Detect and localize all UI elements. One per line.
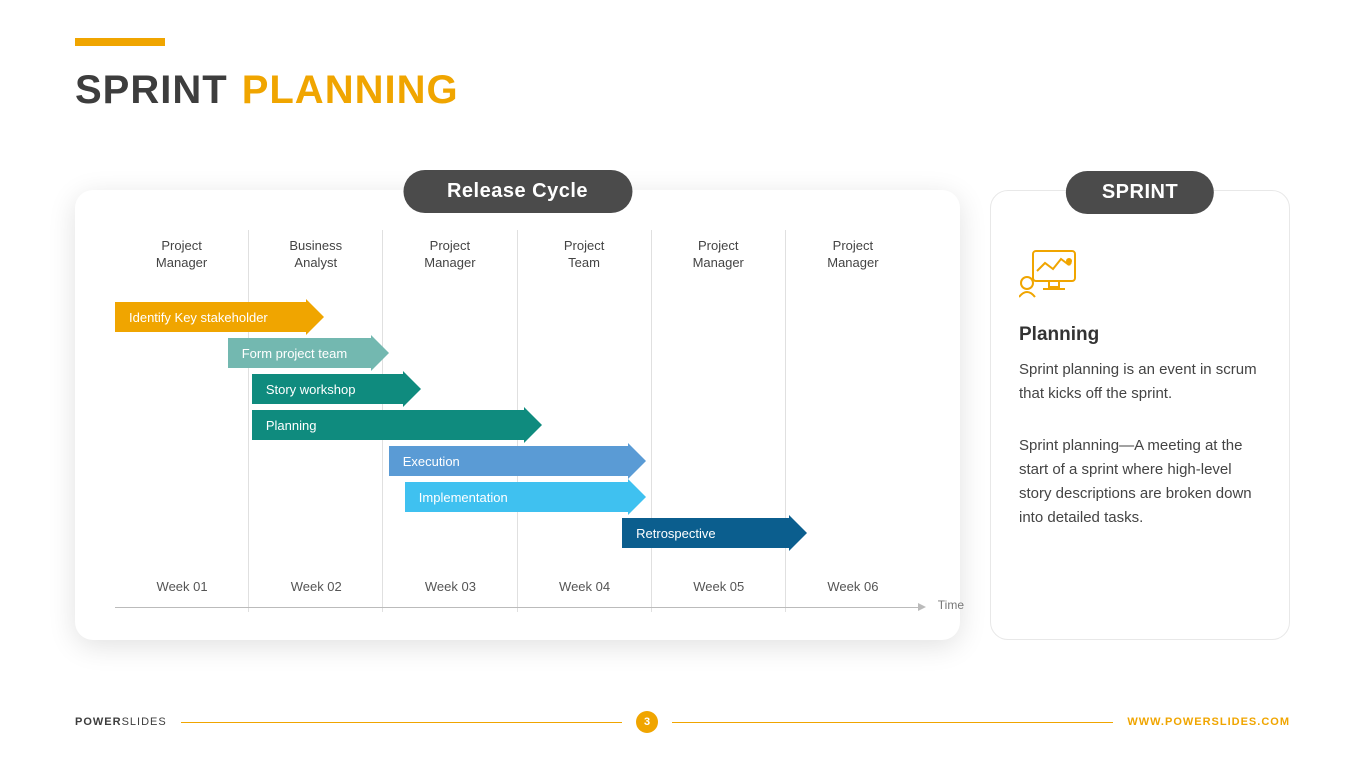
footer-line-left	[181, 722, 622, 723]
title-word-1: SPRINT	[75, 68, 228, 113]
time-axis-label: Time	[938, 598, 964, 612]
gantt-bars: Identify Key stakeholder Form project tea…	[115, 302, 920, 560]
gantt-bar-arrowhead	[371, 335, 389, 371]
side-para-1: Sprint planning is an event in scrum tha…	[1019, 358, 1261, 406]
gantt-bar-arrowhead	[628, 443, 646, 479]
column-role-header: ProjectTeam	[518, 238, 651, 272]
gantt-bar-label: Execution	[389, 446, 629, 476]
gantt-bar-arrowhead	[524, 407, 542, 443]
week-label: Week 06	[786, 579, 920, 594]
time-axis: Time	[115, 607, 920, 608]
gantt-bar-label: Planning	[252, 410, 524, 440]
gantt-bar: Execution	[389, 446, 647, 476]
week-label: Week 04	[518, 579, 652, 594]
title-word-2: PLANNING	[242, 68, 459, 113]
gantt-bar-label: Story workshop	[252, 374, 403, 404]
gantt-bar: Story workshop	[252, 374, 421, 404]
release-cycle-pill: Release Cycle	[403, 170, 632, 213]
week-labels-row: Week 01Week 02Week 03Week 04Week 05Week …	[115, 579, 920, 594]
footer-brand-bold: POWER	[75, 716, 122, 728]
column-role-header: ProjectManager	[115, 238, 248, 272]
analytics-icon: $	[1019, 249, 1261, 304]
gantt-bar-label: Retrospective	[622, 518, 789, 548]
sprint-side-panel: SPRINT $ Planning Sprint planning is an …	[990, 190, 1290, 640]
sprint-pill: SPRINT	[1066, 171, 1214, 214]
gantt-bar: Implementation	[405, 482, 647, 512]
gantt-bar: Identify Key stakeholder	[115, 302, 324, 332]
footer-page-number: 3	[636, 711, 658, 733]
gantt-bar-arrowhead	[306, 299, 324, 335]
gantt-bar-arrowhead	[403, 371, 421, 407]
gantt-bar-arrowhead	[789, 515, 807, 551]
week-label: Week 05	[652, 579, 786, 594]
column-role-header: ProjectManager	[652, 238, 785, 272]
gantt-bar: Planning	[252, 410, 542, 440]
side-para-2: Sprint planning—A meeting at the start o…	[1019, 434, 1261, 530]
week-label: Week 02	[249, 579, 383, 594]
content-area: Release Cycle ProjectManagerBusinessAnal…	[75, 190, 1290, 640]
gantt-bar-label: Identify Key stakeholder	[115, 302, 306, 332]
side-heading: Planning	[1019, 324, 1261, 346]
footer-brand-rest: SLIDES	[122, 716, 167, 728]
column-role-header: ProjectManager	[786, 238, 920, 272]
page-title: SPRINT PLANNING	[75, 68, 459, 113]
column-role-header: BusinessAnalyst	[249, 238, 382, 272]
gantt-bar: Retrospective	[622, 518, 807, 548]
column-role-header: ProjectManager	[383, 238, 516, 272]
gantt-bar-label: Form project team	[228, 338, 371, 368]
footer: POWERSLIDES 3 WWW.POWERSLIDES.COM	[75, 711, 1290, 733]
week-label: Week 03	[383, 579, 517, 594]
gantt-bar: Form project team	[228, 338, 389, 368]
gantt-bar-arrowhead	[628, 479, 646, 515]
gantt-chart: ProjectManagerBusinessAnalystProjectMana…	[115, 230, 920, 612]
footer-url: WWW.POWERSLIDES.COM	[1127, 716, 1290, 728]
gantt-bar-label: Implementation	[405, 482, 629, 512]
week-label: Week 01	[115, 579, 249, 594]
header-accent-bar	[75, 38, 165, 46]
footer-line-right	[672, 722, 1113, 723]
footer-brand: POWERSLIDES	[75, 716, 167, 728]
release-cycle-panel: Release Cycle ProjectManagerBusinessAnal…	[75, 190, 960, 640]
